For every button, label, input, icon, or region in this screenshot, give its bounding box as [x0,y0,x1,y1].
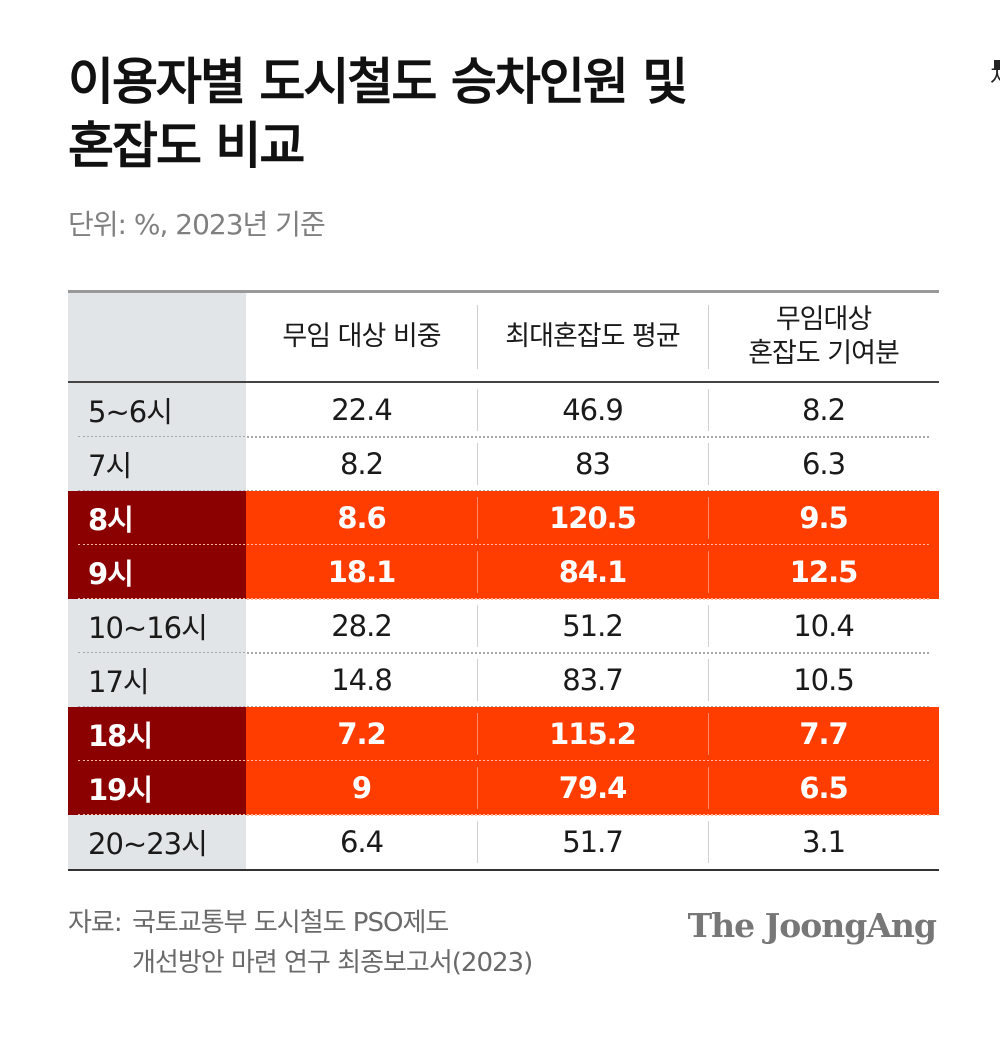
row-label: 18시 [68,707,246,761]
cell-congestion-avg: 120.5 [549,501,637,535]
cell-free-ratio: 7.2 [337,717,386,751]
table-row: 7시 8.2 83 6.3 [68,437,939,492]
row-separator [78,436,929,438]
column-divider [708,767,709,809]
edge-tick-mark [994,60,1000,70]
table-row: 17시 14.8 83.7 10.5 [68,653,939,708]
row-label: 10~16시 [68,599,246,653]
header-rule [68,381,939,383]
column-divider [477,389,478,431]
column-divider [708,713,709,755]
header-congestion-avg-text: 최대혼잡도 평균 [505,321,680,352]
row-label: 19시 [68,761,246,815]
cell-congestion-avg: 83.7 [562,663,624,697]
column-divider [708,659,709,701]
row-label: 7시 [68,437,246,491]
header-free-ratio-text: 무임 대상 비중 [282,321,441,352]
cell-congestion-avg: 115.2 [549,717,637,751]
column-divider [708,497,709,539]
cell-free-contribution: 8.2 [801,393,846,427]
chart-title: 이용자별 도시철도 승차인원 및 혼잡도 비교 [68,50,948,178]
header-free-ratio: 무임 대상 비중 [246,293,477,381]
header-divider [708,305,709,369]
cell-free-contribution: 12.5 [789,555,859,589]
header-free-contribution-line1: 무임대상 [775,304,872,335]
cell-free-ratio: 6.4 [339,825,384,859]
publisher-logo: The JoongAng [687,906,937,945]
row-label: 5~6시 [68,383,246,437]
table-body: 5~6시 22.4 46.9 8.2 7시 8.2 83 6.3 8시 8.6 120.5 9.5 9시… [68,383,939,869]
table-row: 5~6시 22.4 46.9 8.2 [68,383,939,438]
row-separator [78,814,929,816]
cell-free-ratio: 14.8 [331,663,393,697]
column-divider [708,605,709,647]
cell-congestion-avg: 83 [575,447,611,481]
table-row: 9시 18.1 84.1 12.5 [68,545,939,600]
column-divider [708,551,709,593]
row-label: 9시 [68,545,246,599]
column-divider [477,551,478,593]
cell-congestion-avg: 84.1 [558,555,628,589]
cell-free-ratio: 8.6 [337,501,386,535]
cell-congestion-avg: 46.9 [562,393,624,427]
row-separator [78,598,929,600]
column-divider [477,713,478,755]
header-label-cell [68,293,246,381]
cell-congestion-avg: 79.4 [558,771,628,805]
row-label: 8시 [68,491,246,545]
column-divider [708,389,709,431]
cell-free-ratio: 22.4 [331,393,393,427]
source-line-2: 개선방안 마련 연구 최종보고서(2023) [132,948,533,978]
edge-fragment: 저 [990,60,1000,92]
table-row: 18시 7.2 115.2 7.7 [68,707,939,762]
cell-free-contribution: 9.5 [799,501,848,535]
column-divider [477,497,478,539]
cell-free-ratio: 18.1 [327,555,397,589]
cell-free-contribution: 6.5 [799,771,848,805]
source-label: 자료: [68,908,123,938]
cell-free-ratio: 28.2 [331,609,393,643]
cell-congestion-avg: 51.7 [562,825,624,859]
cell-free-contribution: 10.4 [793,609,855,643]
row-label: 17시 [68,653,246,707]
data-table: 무임 대상 비중 최대혼잡도 평균 무임대상 혼잡도 기여분 5~6시 22.4 4… [68,290,939,871]
table-row: 20~23시 6.4 51.7 3.1 [68,815,939,869]
column-divider [477,767,478,809]
column-divider [477,659,478,701]
cell-free-contribution: 7.7 [799,717,848,751]
source-line-1: 국토교통부 도시철도 PSO제도 [132,908,449,938]
column-divider [477,443,478,485]
column-divider [477,821,478,863]
table-row: 10~16시 28.2 51.2 10.4 [68,599,939,654]
cell-free-contribution: 6.3 [801,447,846,481]
cell-free-contribution: 3.1 [801,825,846,859]
table-header: 무임 대상 비중 최대혼잡도 평균 무임대상 혼잡도 기여분 [68,293,939,381]
cell-congestion-avg: 51.2 [562,609,624,643]
row-label: 20~23시 [68,815,246,869]
column-divider [708,821,709,863]
header-congestion-avg: 최대혼잡도 평균 [477,293,708,381]
cell-free-ratio: 8.2 [339,447,384,481]
unit-subtitle: 단위: %, 2023년 기준 [68,208,326,241]
header-free-contribution-line2: 혼잡도 기여분 [748,338,900,369]
table-row: 19시 9 79.4 6.5 [68,761,939,816]
header-divider [477,305,478,369]
source-note: 자료: 국토교통부 도시철도 PSO제도 개선방안 마련 연구 최종보고서(202… [68,903,533,983]
cell-free-contribution: 10.5 [793,663,855,697]
column-divider [708,443,709,485]
header-free-contribution: 무임대상 혼잡도 기여분 [708,293,939,381]
cell-free-ratio: 9 [351,771,372,805]
title-line-2: 혼잡도 비교 [68,117,305,175]
table-row: 8시 8.6 120.5 9.5 [68,491,939,546]
row-separator [78,652,929,654]
edge-fragment-text: 저 [990,66,1000,91]
title-line-1: 이용자별 도시철도 승차인원 및 [68,53,688,111]
column-divider [477,605,478,647]
